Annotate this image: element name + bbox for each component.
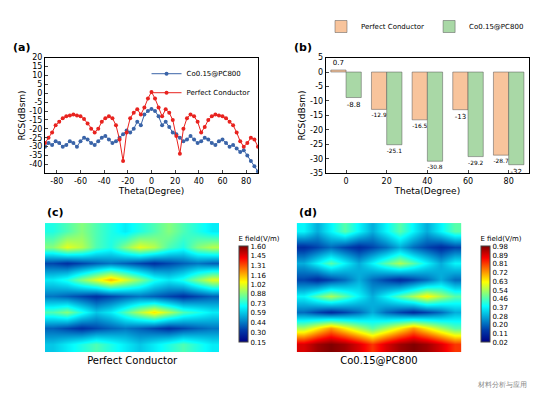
svg-text:0.89: 0.89	[492, 252, 508, 260]
svg-text:0.72: 0.72	[492, 269, 508, 277]
svg-text:0.46: 0.46	[492, 295, 508, 303]
svg-text:0: 0	[149, 177, 154, 186]
svg-text:20: 20	[32, 53, 42, 62]
svg-text:-80: -80	[50, 177, 63, 186]
svg-text:E field(V/m): E field(V/m)	[480, 235, 521, 243]
svg-text:-35: -35	[310, 169, 323, 178]
svg-text:80: 80	[241, 177, 251, 186]
svg-text:E field(V/m): E field(V/m)	[238, 235, 279, 243]
svg-text:-40: -40	[29, 160, 42, 169]
svg-text:-30: -30	[29, 142, 42, 151]
svg-text:Theta(Degree): Theta(Degree)	[394, 186, 461, 196]
svg-text:0.81: 0.81	[492, 260, 508, 268]
svg-text:RCS(dBsm): RCS(dBsm)	[297, 90, 307, 140]
svg-text:-30: -30	[310, 155, 323, 164]
svg-text:-28.7: -28.7	[493, 158, 508, 164]
svg-text:0.73: 0.73	[250, 300, 266, 308]
svg-text:-10: -10	[310, 97, 323, 106]
svg-text:-20: -20	[121, 177, 134, 186]
svg-text:0.15: 0.15	[250, 339, 266, 347]
svg-text:-5: -5	[34, 98, 42, 107]
svg-text:Theta(Degree): Theta(Degree)	[118, 186, 185, 196]
svg-text:-40: -40	[98, 177, 111, 186]
svg-text:Co0.15@PC800: Co0.15@PC800	[187, 70, 241, 78]
svg-text:(b): (b)	[294, 41, 312, 54]
svg-text:1.31: 1.31	[250, 262, 266, 270]
svg-text:-30.8: -30.8	[427, 164, 442, 170]
svg-text:RCS(dBsm): RCS(dBsm)	[17, 90, 27, 140]
svg-text:0.59: 0.59	[250, 309, 266, 317]
svg-text:0.63: 0.63	[492, 278, 508, 286]
svg-text:-10: -10	[29, 107, 42, 116]
svg-text:-25: -25	[29, 134, 42, 143]
svg-text:0.30: 0.30	[250, 329, 266, 337]
svg-text:-15: -15	[310, 111, 323, 120]
svg-text:0.20: 0.20	[492, 321, 508, 329]
svg-text:-8.8: -8.8	[347, 101, 361, 109]
svg-text:-16.5: -16.5	[412, 123, 427, 129]
svg-text:-25: -25	[310, 140, 323, 149]
svg-text:Co0.15@PC800: Co0.15@PC800	[340, 355, 417, 366]
svg-text:(d): (d)	[299, 206, 317, 219]
svg-text:20: 20	[170, 177, 180, 186]
svg-text:-60: -60	[74, 177, 87, 186]
svg-text:0.7: 0.7	[333, 59, 344, 67]
svg-text:15: 15	[32, 62, 42, 71]
svg-text:0.11: 0.11	[492, 330, 508, 338]
svg-text:0.44: 0.44	[250, 319, 266, 327]
svg-text:60: 60	[463, 177, 473, 186]
svg-text:40: 40	[194, 177, 204, 186]
svg-text:5: 5	[37, 80, 42, 89]
svg-text:-29.2: -29.2	[468, 160, 483, 166]
svg-text:Perfect Conductor: Perfect Conductor	[187, 89, 250, 97]
svg-text:0.98: 0.98	[492, 243, 508, 251]
svg-text:-12.9: -12.9	[371, 112, 386, 118]
svg-text:20: 20	[382, 177, 392, 186]
svg-text:-32: -32	[511, 168, 522, 176]
svg-text:-20: -20	[310, 126, 323, 135]
svg-text:80: 80	[504, 177, 514, 186]
svg-text:10: 10	[32, 71, 42, 80]
svg-text:(a): (a)	[13, 41, 30, 54]
svg-text:5: 5	[318, 53, 323, 62]
svg-text:0.02: 0.02	[492, 339, 508, 347]
svg-text:-35: -35	[29, 151, 42, 160]
svg-text:-13: -13	[455, 113, 466, 121]
svg-text:-25.1: -25.1	[387, 148, 402, 154]
svg-text:1.60: 1.60	[250, 243, 266, 251]
svg-text:Co0.15@PC800: Co0.15@PC800	[469, 23, 523, 31]
svg-text:0.88: 0.88	[250, 290, 266, 298]
svg-text:-20: -20	[29, 125, 42, 134]
svg-text:Perfect Conductor: Perfect Conductor	[361, 23, 424, 31]
svg-text:60: 60	[217, 177, 227, 186]
svg-text:0: 0	[318, 68, 323, 77]
svg-text:Perfect Conductor: Perfect Conductor	[87, 355, 178, 366]
svg-text:1.16: 1.16	[250, 272, 266, 280]
svg-text:0.54: 0.54	[492, 287, 508, 295]
svg-text:0: 0	[344, 177, 349, 186]
svg-text:0: 0	[37, 89, 42, 98]
svg-text:-5: -5	[315, 82, 323, 91]
svg-text:1.02: 1.02	[250, 281, 266, 289]
svg-text:0.37: 0.37	[492, 304, 508, 312]
svg-text:1.45: 1.45	[250, 252, 266, 260]
svg-text:-15: -15	[29, 116, 42, 125]
svg-text:(c): (c)	[47, 206, 64, 219]
svg-text:0.28: 0.28	[492, 313, 508, 321]
svg-text:材料分析与应用: 材料分析与应用	[477, 381, 527, 389]
svg-text:40: 40	[422, 177, 432, 186]
